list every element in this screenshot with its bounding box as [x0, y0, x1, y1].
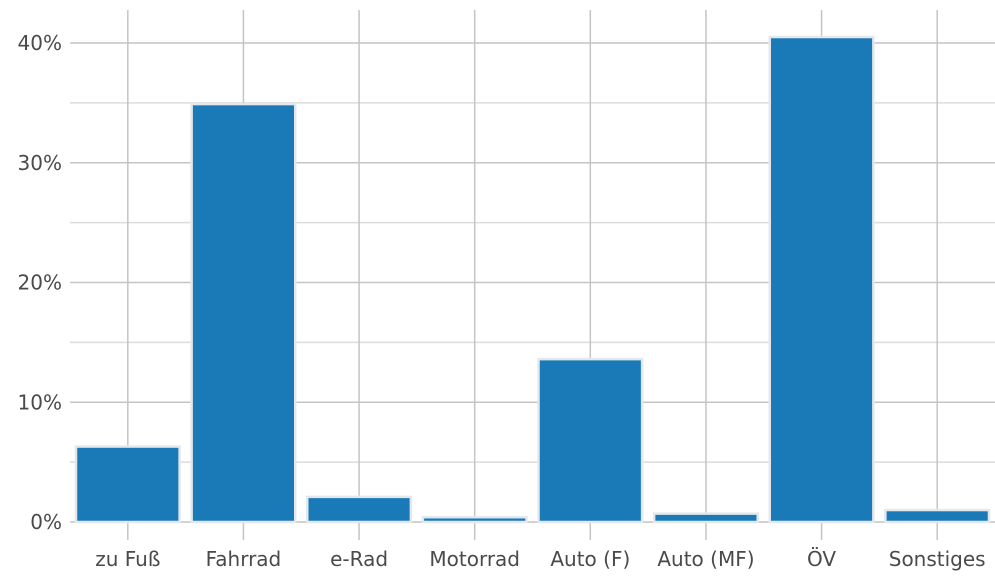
y-tick-label: 10% — [18, 390, 62, 414]
bar-fahrrad — [190, 102, 297, 524]
y-tick-label: 30% — [18, 151, 62, 175]
bars — [74, 35, 991, 524]
bar-öv — [768, 35, 875, 524]
y-tick-label: 40% — [18, 31, 62, 55]
x-tick-label: e-Rad — [330, 547, 388, 571]
bar-auto-mf — [652, 512, 759, 524]
x-tick-label: Motorrad — [429, 547, 520, 571]
bar-e-rad — [306, 495, 413, 524]
x-tick-label: Auto (MF) — [657, 547, 754, 571]
bar-sonstiges — [884, 508, 991, 524]
y-tick-label: 0% — [30, 510, 62, 534]
x-axis-tick-labels: zu Fuß Fahrrad e-Rad Motorrad Auto (F) Auto (… — [95, 547, 985, 571]
y-axis-tick-labels: 0% 10% 20% 30% 40% — [18, 31, 62, 534]
bar-zu-fuß — [74, 445, 181, 524]
x-tick-label: Sonstiges — [889, 547, 986, 571]
bar-auto-f — [537, 357, 644, 524]
x-tick-label: Fahrrad — [206, 547, 282, 571]
x-tick-label: zu Fuß — [95, 547, 160, 571]
bar-motorrad — [421, 515, 528, 524]
x-tick-label: Auto (F) — [550, 547, 630, 571]
y-tick-label: 20% — [18, 271, 62, 295]
x-tick-label: ÖV — [807, 547, 836, 571]
